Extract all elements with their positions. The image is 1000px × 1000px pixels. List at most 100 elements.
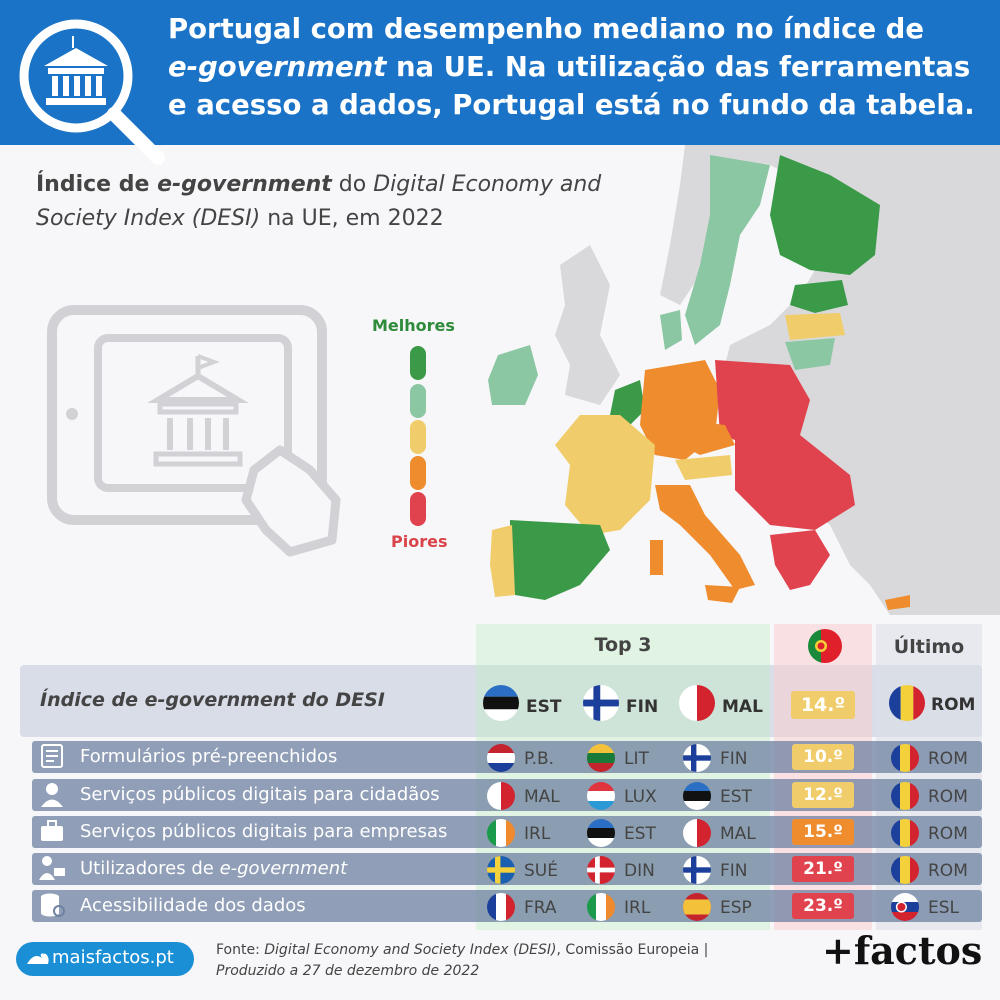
map-estonia xyxy=(790,280,848,313)
last-header: Último xyxy=(893,636,965,658)
country-code: MAL xyxy=(524,787,560,807)
flag-slovakia-icon xyxy=(890,892,920,926)
map-austria xyxy=(675,455,732,480)
flag-romania-icon xyxy=(890,781,920,815)
country-code: LUX xyxy=(624,787,657,807)
flag-ireland-icon xyxy=(586,892,616,926)
map-non-eu-land xyxy=(700,145,1000,615)
brand-logo: +factos xyxy=(822,928,983,973)
flag-finland-icon xyxy=(682,855,712,889)
country-code: ROM xyxy=(928,787,968,807)
map-latvia xyxy=(785,313,845,340)
flag-finland-icon xyxy=(682,743,712,777)
map-eastern-eu xyxy=(735,435,855,530)
flag-romania-icon xyxy=(890,818,920,852)
country-code: FIN xyxy=(720,861,748,881)
legend-best-label: Melhores xyxy=(372,316,455,335)
portugal-flag-icon xyxy=(808,629,842,663)
legend-swatch-1 xyxy=(410,346,426,380)
row-label: Acessibilidade dos dados xyxy=(80,895,306,916)
wave-icon xyxy=(27,953,49,964)
main-index-label: Índice de e-government do DESI xyxy=(40,689,385,711)
map-greece xyxy=(770,530,830,590)
portugal-rank-badge: 14.º xyxy=(791,691,855,719)
tablet-government-icon xyxy=(47,305,341,557)
flag-finland-icon xyxy=(582,684,620,726)
portugal-rank-badge: 15.º xyxy=(792,819,854,845)
country-code: MAL xyxy=(722,697,763,717)
portugal-rank-badge: 10.º xyxy=(792,744,854,770)
country-code: EST xyxy=(624,824,656,844)
top3-header: Top 3 xyxy=(594,634,652,656)
legend-swatch-5 xyxy=(410,492,426,526)
country-code: ROM xyxy=(928,749,968,769)
map-sardinia xyxy=(650,540,663,575)
chart-subtitle: Índice de e-government do Digital Econom… xyxy=(36,172,602,231)
user-computer-icon xyxy=(38,854,68,884)
flag-romania-icon xyxy=(890,743,920,777)
country-code: IRL xyxy=(524,824,551,844)
country-code: ROM xyxy=(928,824,968,844)
country-code: MAL xyxy=(720,824,756,844)
map-sweden xyxy=(685,155,770,345)
source-note: Fonte: Digital Economy and Society Index… xyxy=(216,942,709,979)
flag-sweden-icon xyxy=(486,855,516,889)
flag-malta-icon xyxy=(682,818,712,852)
portugal-rank-badge: 12.º xyxy=(792,782,854,808)
portugal-rank-badge: 23.º xyxy=(792,893,854,919)
site-link[interactable] xyxy=(16,942,194,976)
legend-worst-label: Piores xyxy=(391,532,448,551)
flag-luxembourg-icon xyxy=(586,781,616,815)
country-code: EST xyxy=(720,787,752,807)
row-label: Serviços públicos digitais para cidadãos xyxy=(80,784,440,805)
briefcase-icon xyxy=(38,817,68,847)
country-code: FIN xyxy=(720,749,748,769)
map-poland xyxy=(715,360,810,445)
map-denmark xyxy=(660,310,682,350)
flag-netherlands-icon xyxy=(486,743,516,777)
flag-lithuania-icon xyxy=(586,743,616,777)
flag-france-icon xyxy=(486,892,516,926)
country-code: IRL xyxy=(624,898,651,918)
country-code: ESL xyxy=(928,898,960,918)
map-czechia xyxy=(680,420,735,455)
flag-estonia-icon xyxy=(682,781,712,815)
flag-romania-icon xyxy=(890,855,920,889)
map-sicily xyxy=(705,585,740,603)
europe-map xyxy=(488,145,1000,615)
flag-romania-icon xyxy=(888,684,926,726)
map-cyprus xyxy=(885,595,910,610)
map-finland xyxy=(770,155,880,275)
site-link-label[interactable]: maisfactos.pt xyxy=(52,947,174,968)
country-code: DIN xyxy=(624,861,655,881)
country-code: EST xyxy=(526,697,562,717)
legend-swatch-2 xyxy=(410,384,426,418)
country-code: P.B. xyxy=(524,749,555,769)
flag-estonia-icon xyxy=(482,684,520,726)
country-code: ESP xyxy=(720,898,752,918)
flag-ireland-icon xyxy=(486,818,516,852)
row-label: Serviços públicos digitais para empresas xyxy=(80,821,448,842)
page-title: Portugal com desempenho mediano no índic… xyxy=(168,13,975,121)
map-benelux xyxy=(610,380,645,425)
header-banner: Portugal com desempenho mediano no índic… xyxy=(0,0,1000,165)
database-icon xyxy=(38,891,68,921)
map-lithuania xyxy=(785,338,835,370)
country-code: SUÉ xyxy=(524,861,558,881)
map-france xyxy=(555,415,655,535)
country-code: FIN xyxy=(626,697,659,717)
row-label: Formulários pré-preenchidos xyxy=(80,746,338,767)
government-search-icon xyxy=(19,19,165,165)
map-ireland xyxy=(488,345,538,405)
row-label: Utilizadores de e-government xyxy=(80,858,348,879)
map-italy xyxy=(655,485,755,590)
legend-swatch-4 xyxy=(410,456,426,490)
flag-malta-icon xyxy=(678,684,716,726)
country-code: FRA xyxy=(524,898,557,918)
flag-malta-icon xyxy=(486,781,516,815)
country-code: LIT xyxy=(624,749,649,769)
flag-estonia-icon xyxy=(586,818,616,852)
portugal-rank-badge: 21.º xyxy=(792,856,854,882)
legend-swatch-3 xyxy=(410,420,426,454)
citizen-icon xyxy=(38,780,68,810)
